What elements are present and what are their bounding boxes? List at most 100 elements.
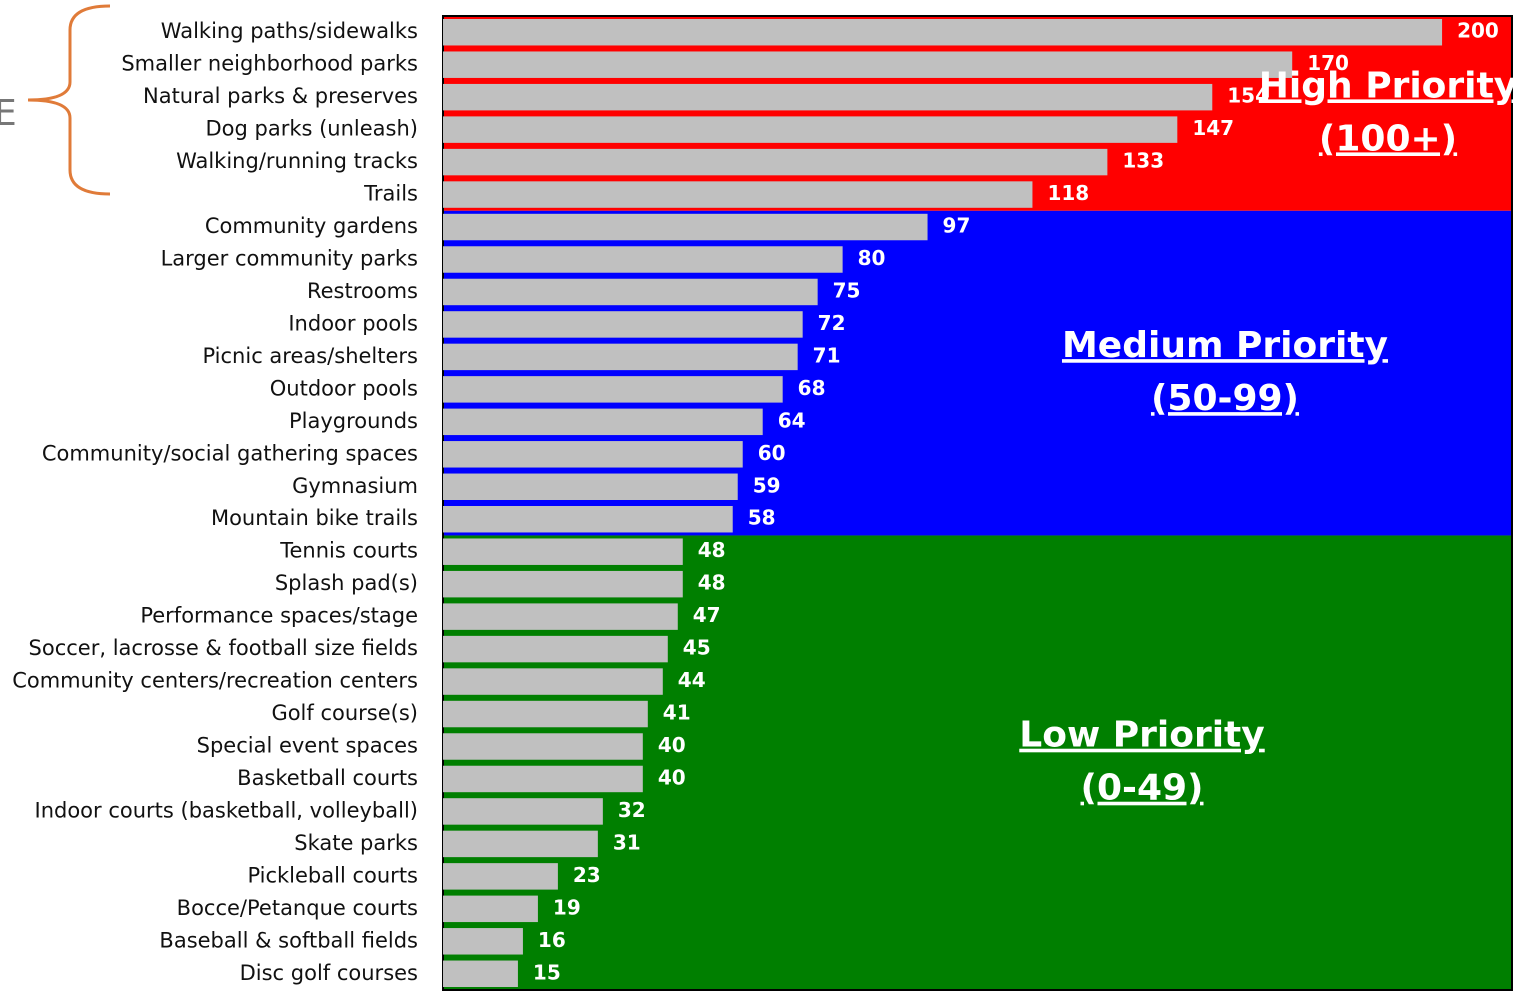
bar [443, 278, 818, 306]
band-label: Low Priority [1019, 715, 1264, 756]
bar [443, 506, 733, 533]
category-label: Community gardens [205, 214, 418, 238]
bar [443, 668, 663, 695]
bar [443, 83, 1213, 111]
category-label: Community/social gathering spaces [42, 441, 418, 465]
value-label: 133 [1122, 149, 1164, 173]
bar [443, 538, 683, 565]
category-label: Community centers/recreation centers [12, 669, 418, 693]
value-label: 200 [1457, 19, 1499, 43]
value-label: 15 [533, 960, 561, 984]
bar [443, 765, 643, 793]
category-label: Soccer, lacrosse & football size fields [29, 636, 418, 660]
bar [443, 181, 1033, 208]
value-label: 23 [573, 863, 601, 887]
value-label: 44 [678, 668, 706, 692]
value-label: 68 [798, 376, 826, 400]
bar [443, 960, 518, 987]
category-label: Indoor courts (basketball, volleyball) [35, 798, 419, 822]
category-label: Pickleball courts [247, 863, 418, 887]
category-label: Gymnasium [292, 474, 418, 498]
bar [443, 700, 648, 728]
bar [443, 19, 1443, 46]
value-label: 97 [943, 214, 971, 238]
value-label: 16 [538, 928, 566, 952]
category-label: Larger community parks [161, 247, 418, 271]
bar [443, 213, 928, 241]
category-label: Disc golf courses [240, 961, 418, 985]
bar [443, 830, 598, 858]
bar [443, 148, 1108, 176]
value-label: 40 [658, 733, 686, 757]
value-label: 64 [778, 408, 806, 432]
plot-border [442, 15, 1513, 991]
category-label: Mountain bike trails [211, 506, 418, 530]
category-label: Splash pad(s) [275, 571, 418, 595]
category-label: Walking/running tracks [176, 149, 418, 173]
bar [443, 441, 743, 468]
value-label: 41 [663, 701, 691, 725]
value-label: 170 [1307, 51, 1349, 75]
category-label: Basketball courts [237, 766, 418, 790]
value-label: 59 [753, 473, 781, 497]
category-label: Indoor pools [288, 311, 418, 335]
band-range: (0-49) [1081, 768, 1204, 809]
category-label: Special event spaces [197, 734, 418, 758]
bar [443, 863, 558, 890]
category-label: Smaller neighborhood parks [121, 52, 418, 76]
category-label: Natural parks & preserves [143, 84, 418, 108]
category-label: Walking paths/sidewalks [161, 19, 418, 43]
category-label: Bocce/Petanque courts [177, 896, 418, 920]
bar [443, 928, 523, 955]
value-label: 31 [613, 830, 641, 854]
value-label: 40 [658, 765, 686, 789]
bar [443, 570, 683, 598]
category-label: Outdoor pools [270, 376, 418, 400]
value-label: 48 [698, 571, 726, 595]
value-label: 147 [1192, 116, 1234, 140]
bar [443, 343, 798, 371]
category-label: Restrooms [307, 279, 418, 303]
bar [443, 246, 843, 273]
band-area [443, 16, 1512, 211]
bar [443, 311, 803, 338]
category-label: Tennis courts [279, 539, 418, 563]
bar [443, 473, 738, 500]
bar [443, 51, 1293, 78]
band-range: (50-99) [1151, 378, 1299, 419]
category-label: Picnic areas/shelters [202, 344, 418, 368]
bar [443, 376, 783, 403]
band-label: High Priority [1259, 65, 1513, 106]
value-label: 48 [698, 538, 726, 562]
category-label: Playgrounds [289, 409, 418, 433]
value-label: 58 [748, 506, 776, 530]
category-label: Performance spaces/stage [140, 604, 418, 628]
bar [443, 116, 1178, 143]
bar [443, 798, 603, 825]
brace [27, 4, 111, 196]
band-label: Medium Priority [1062, 325, 1388, 366]
value-label: 45 [683, 636, 711, 660]
side-label: E [0, 93, 17, 134]
bar [443, 635, 668, 663]
category-label: Dog parks (unleash) [205, 117, 418, 141]
value-label: 154 [1227, 84, 1269, 108]
value-label: 60 [758, 441, 786, 465]
value-label: 71 [813, 343, 841, 367]
value-label: 118 [1047, 181, 1089, 205]
category-label: Golf course(s) [271, 701, 418, 725]
band-range: (100+) [1319, 118, 1457, 159]
bar [443, 603, 678, 630]
value-label: 72 [818, 311, 846, 335]
bar [443, 895, 538, 923]
bar [443, 408, 763, 436]
category-label: Baseball & softball fields [159, 928, 418, 952]
value-label: 75 [833, 278, 861, 302]
value-label: 80 [858, 246, 886, 270]
value-label: 47 [693, 603, 721, 627]
value-label: 32 [618, 798, 646, 822]
bar [443, 733, 643, 760]
value-label: 19 [553, 895, 581, 919]
category-label: Trails [363, 182, 418, 206]
